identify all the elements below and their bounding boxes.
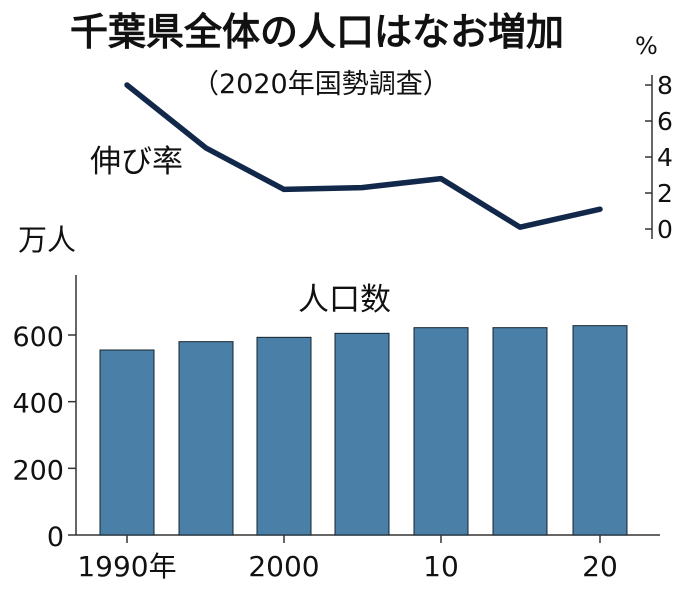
x-tick-label: 2000 [248,550,319,583]
growth-rate-point [125,83,129,87]
chart-title: 千葉県全体の人口はなお増加 [70,10,564,54]
growth-rate-point [282,187,286,191]
population-tick-label: 600 [12,322,64,353]
growth-tick-label: 6 [657,107,673,136]
population-bar [413,327,469,536]
population-axis: 0 200 400 600 [12,275,660,553]
growth-unit-label: % [635,32,658,60]
x-tick-label: 10 [423,550,459,583]
growth-tick-label: 8 [657,71,673,100]
x-tick-label: 20 [582,550,618,583]
x-axis: 1990年 2000 10 20 [77,535,618,583]
growth-rate-axis: 0 2 4 6 8 [645,71,673,244]
population-tick-label: 0 [47,522,64,553]
population-unit-label: 万人 [18,223,76,257]
growth-tick-label: 4 [657,143,673,172]
population-bar [334,332,390,536]
growth-rate-point [360,186,364,190]
population-tick-label: 400 [12,389,64,420]
growth-rate-point [518,225,522,229]
chart-subtitle: （2020年国勢調査） [192,69,450,100]
population-bars [99,325,628,536]
population-bar [178,341,234,536]
growth-tick-label: 0 [657,215,673,244]
population-bar [256,336,312,536]
growth-tick-label: 2 [657,179,673,208]
x-tick-label: 1990年 [77,550,176,583]
population-tick-label: 200 [12,455,64,486]
population-bar [492,327,548,536]
growth-rate-point [439,177,443,181]
growth-rate-layer [124,82,603,230]
population-bar [99,349,155,536]
population-bar [572,325,628,536]
growth-series-label: 伸び率 [90,144,183,180]
growth-rate-point [204,146,208,150]
growth-rate-point [598,207,602,211]
population-series-label: 人口数 [298,282,391,318]
growth-rate-line [124,82,603,230]
